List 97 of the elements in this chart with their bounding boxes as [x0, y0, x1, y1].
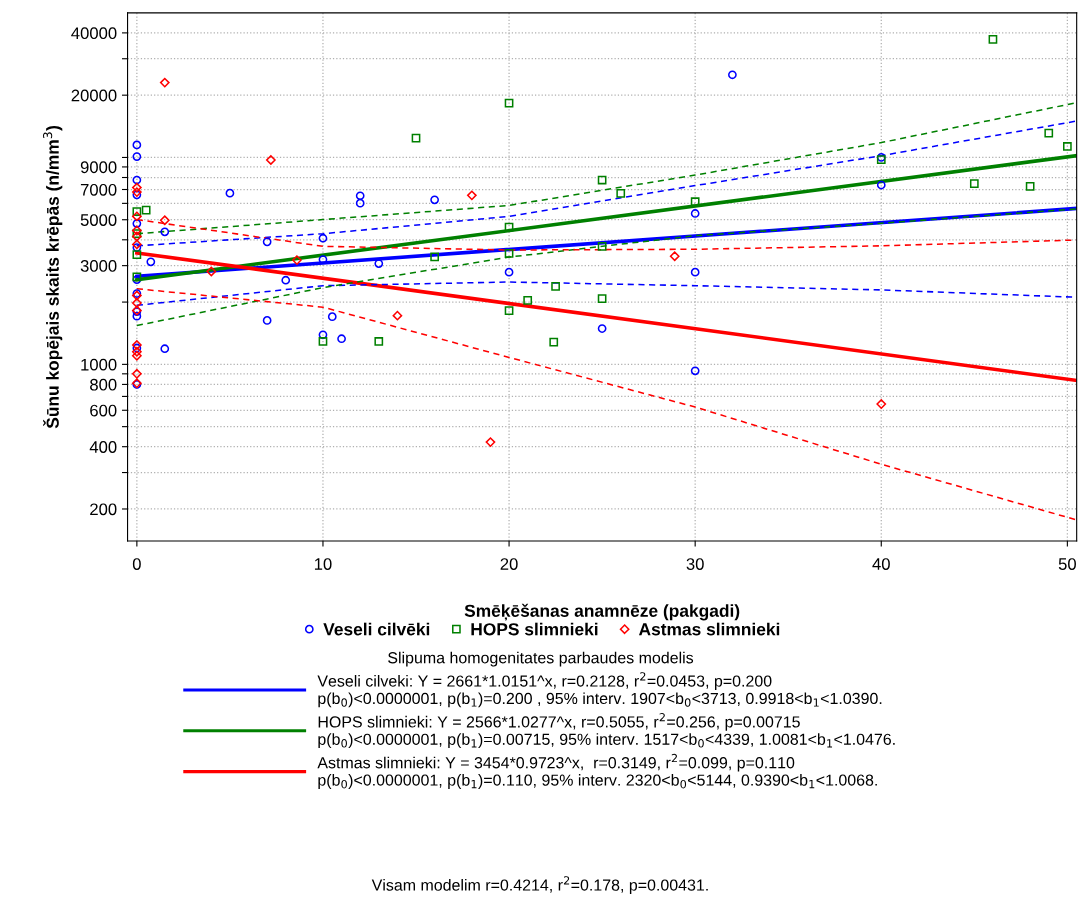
- y-tick-label: 1000: [81, 358, 117, 371]
- x-tick-label: 40: [872, 558, 890, 570]
- point: [969, 179, 979, 188]
- x-tick-label: 30: [686, 558, 704, 570]
- point: [131, 350, 142, 361]
- text: Visam modelim r=0.4214, r$^{2}$=0.178, p=0.00431.: [371, 876, 708, 894]
- y-tick-label: 9000: [80, 161, 117, 174]
- point: [337, 334, 346, 344]
- x-tick-label: 50: [1058, 558, 1076, 570]
- line-series: [136, 208, 1077, 327]
- point: [1025, 181, 1035, 191]
- point: [876, 399, 887, 409]
- point: [318, 330, 328, 340]
- text: Astmas slimnieki: Y = 3454*0.9723^x, r=0.3149, r$^{2}$=0.099, p=0.110 p(b$_{0}$)<0.0000001, p(b$_{1}$)=0.110, 95% interv. 2320<b$_{0}$<5144, 0.9390<b$_{1}$<1.0068.: [317, 753, 877, 789]
- point: [392, 310, 403, 321]
- point: [551, 282, 560, 291]
- point: [281, 275, 291, 285]
- legend-label: Astmas slimnieki: [638, 622, 780, 636]
- x-tick-label: 0: [132, 558, 141, 570]
- point: [690, 267, 700, 277]
- point: [131, 211, 142, 222]
- y-tick-label: 400: [89, 441, 117, 453]
- point: [988, 35, 998, 44]
- point: [160, 227, 170, 237]
- y-tick-label: 5000: [80, 214, 117, 226]
- point: [466, 190, 477, 201]
- point: [132, 250, 142, 260]
- point: [430, 252, 440, 262]
- legend-title: Slipuma homogenitates parbaudes modelis: [388, 651, 694, 667]
- point: [131, 182, 142, 193]
- point: [132, 175, 142, 185]
- point: [225, 188, 235, 198]
- point: [131, 368, 142, 379]
- point: [485, 437, 496, 447]
- x-tick-label: 10: [314, 558, 332, 570]
- point: [597, 241, 607, 251]
- point: [132, 152, 142, 161]
- point: [262, 237, 272, 247]
- point: [318, 337, 328, 346]
- point: [690, 209, 700, 218]
- point: [265, 155, 276, 165]
- y-tick-label: 7000: [80, 183, 117, 196]
- point: [159, 77, 170, 88]
- point: [597, 324, 607, 333]
- point: [616, 188, 626, 198]
- point: [132, 207, 142, 216]
- point: [292, 255, 302, 266]
- y-tick-label: 20000: [71, 89, 117, 102]
- point: [728, 70, 737, 80]
- point: [131, 225, 142, 236]
- point: [411, 133, 421, 143]
- point: [132, 219, 142, 228]
- legend-label: HOPS slimnieki: [471, 622, 598, 636]
- x-tick-label: 20: [500, 558, 518, 570]
- point: [132, 311, 142, 321]
- point: [159, 215, 170, 226]
- point: [141, 205, 151, 215]
- point: [504, 98, 514, 108]
- point: [430, 195, 440, 205]
- text: HOPS slimnieki: Y = 2566*1.0277^x, r=0.5055, r$^{2}$=0.256, p=0.00715 p(b$_{0}$)<0.0000001, p(b$_{1}$)=0.00715, 95% interv. 1517<b$_{0}$<4339, 1.0081<b$_{1}$<1.0476.: [318, 712, 895, 749]
- point: [374, 337, 384, 346]
- point: [318, 233, 328, 243]
- point: [355, 191, 365, 201]
- y-tick-label: 3000: [80, 260, 117, 272]
- point: [146, 257, 156, 267]
- point: [327, 312, 337, 322]
- point: [504, 222, 514, 232]
- x-axis-title: Smēķēšanas anamnēze (pakgadi): [464, 603, 740, 621]
- legend-label: Veseli cilvēki: [323, 622, 430, 636]
- point: [504, 267, 514, 277]
- point: [132, 243, 142, 252]
- point: [523, 295, 533, 305]
- point: [504, 306, 514, 315]
- point: [355, 198, 365, 208]
- point: [549, 337, 559, 347]
- point: [669, 251, 680, 262]
- point: [262, 316, 272, 325]
- point: [876, 180, 886, 190]
- point: [131, 298, 142, 308]
- y-tick-label: 40000: [71, 27, 117, 40]
- point: [160, 344, 170, 354]
- point: [374, 259, 384, 268]
- point: [131, 346, 142, 357]
- point: [206, 266, 217, 277]
- point: [690, 366, 700, 376]
- point: [131, 239, 142, 250]
- text: Veseli cilveki: Y = 2661*1.0151^x, r=0.2128, r$^{2}$=0.0453, p=0.200 p(b$_{0}$)<0.0000001, p(b$_{1}$)=0.200 , 95% interv. 1907<b$_{0}$<3713, 0.9918<b$_{1}$<1.0390.: [317, 672, 882, 708]
- point: [1062, 142, 1072, 151]
- point: [132, 140, 142, 150]
- y-tick-label: 600: [90, 404, 117, 417]
- point: [597, 175, 607, 185]
- point: [597, 294, 607, 303]
- point: [504, 248, 514, 258]
- y-tick-label: 200: [90, 503, 117, 516]
- point: [1044, 128, 1054, 138]
- y-tick-label: 800: [90, 378, 117, 391]
- y-axis-title: Šūnu kopējais skaits krēpās (n/mm$^{3}$): [43, 126, 63, 429]
